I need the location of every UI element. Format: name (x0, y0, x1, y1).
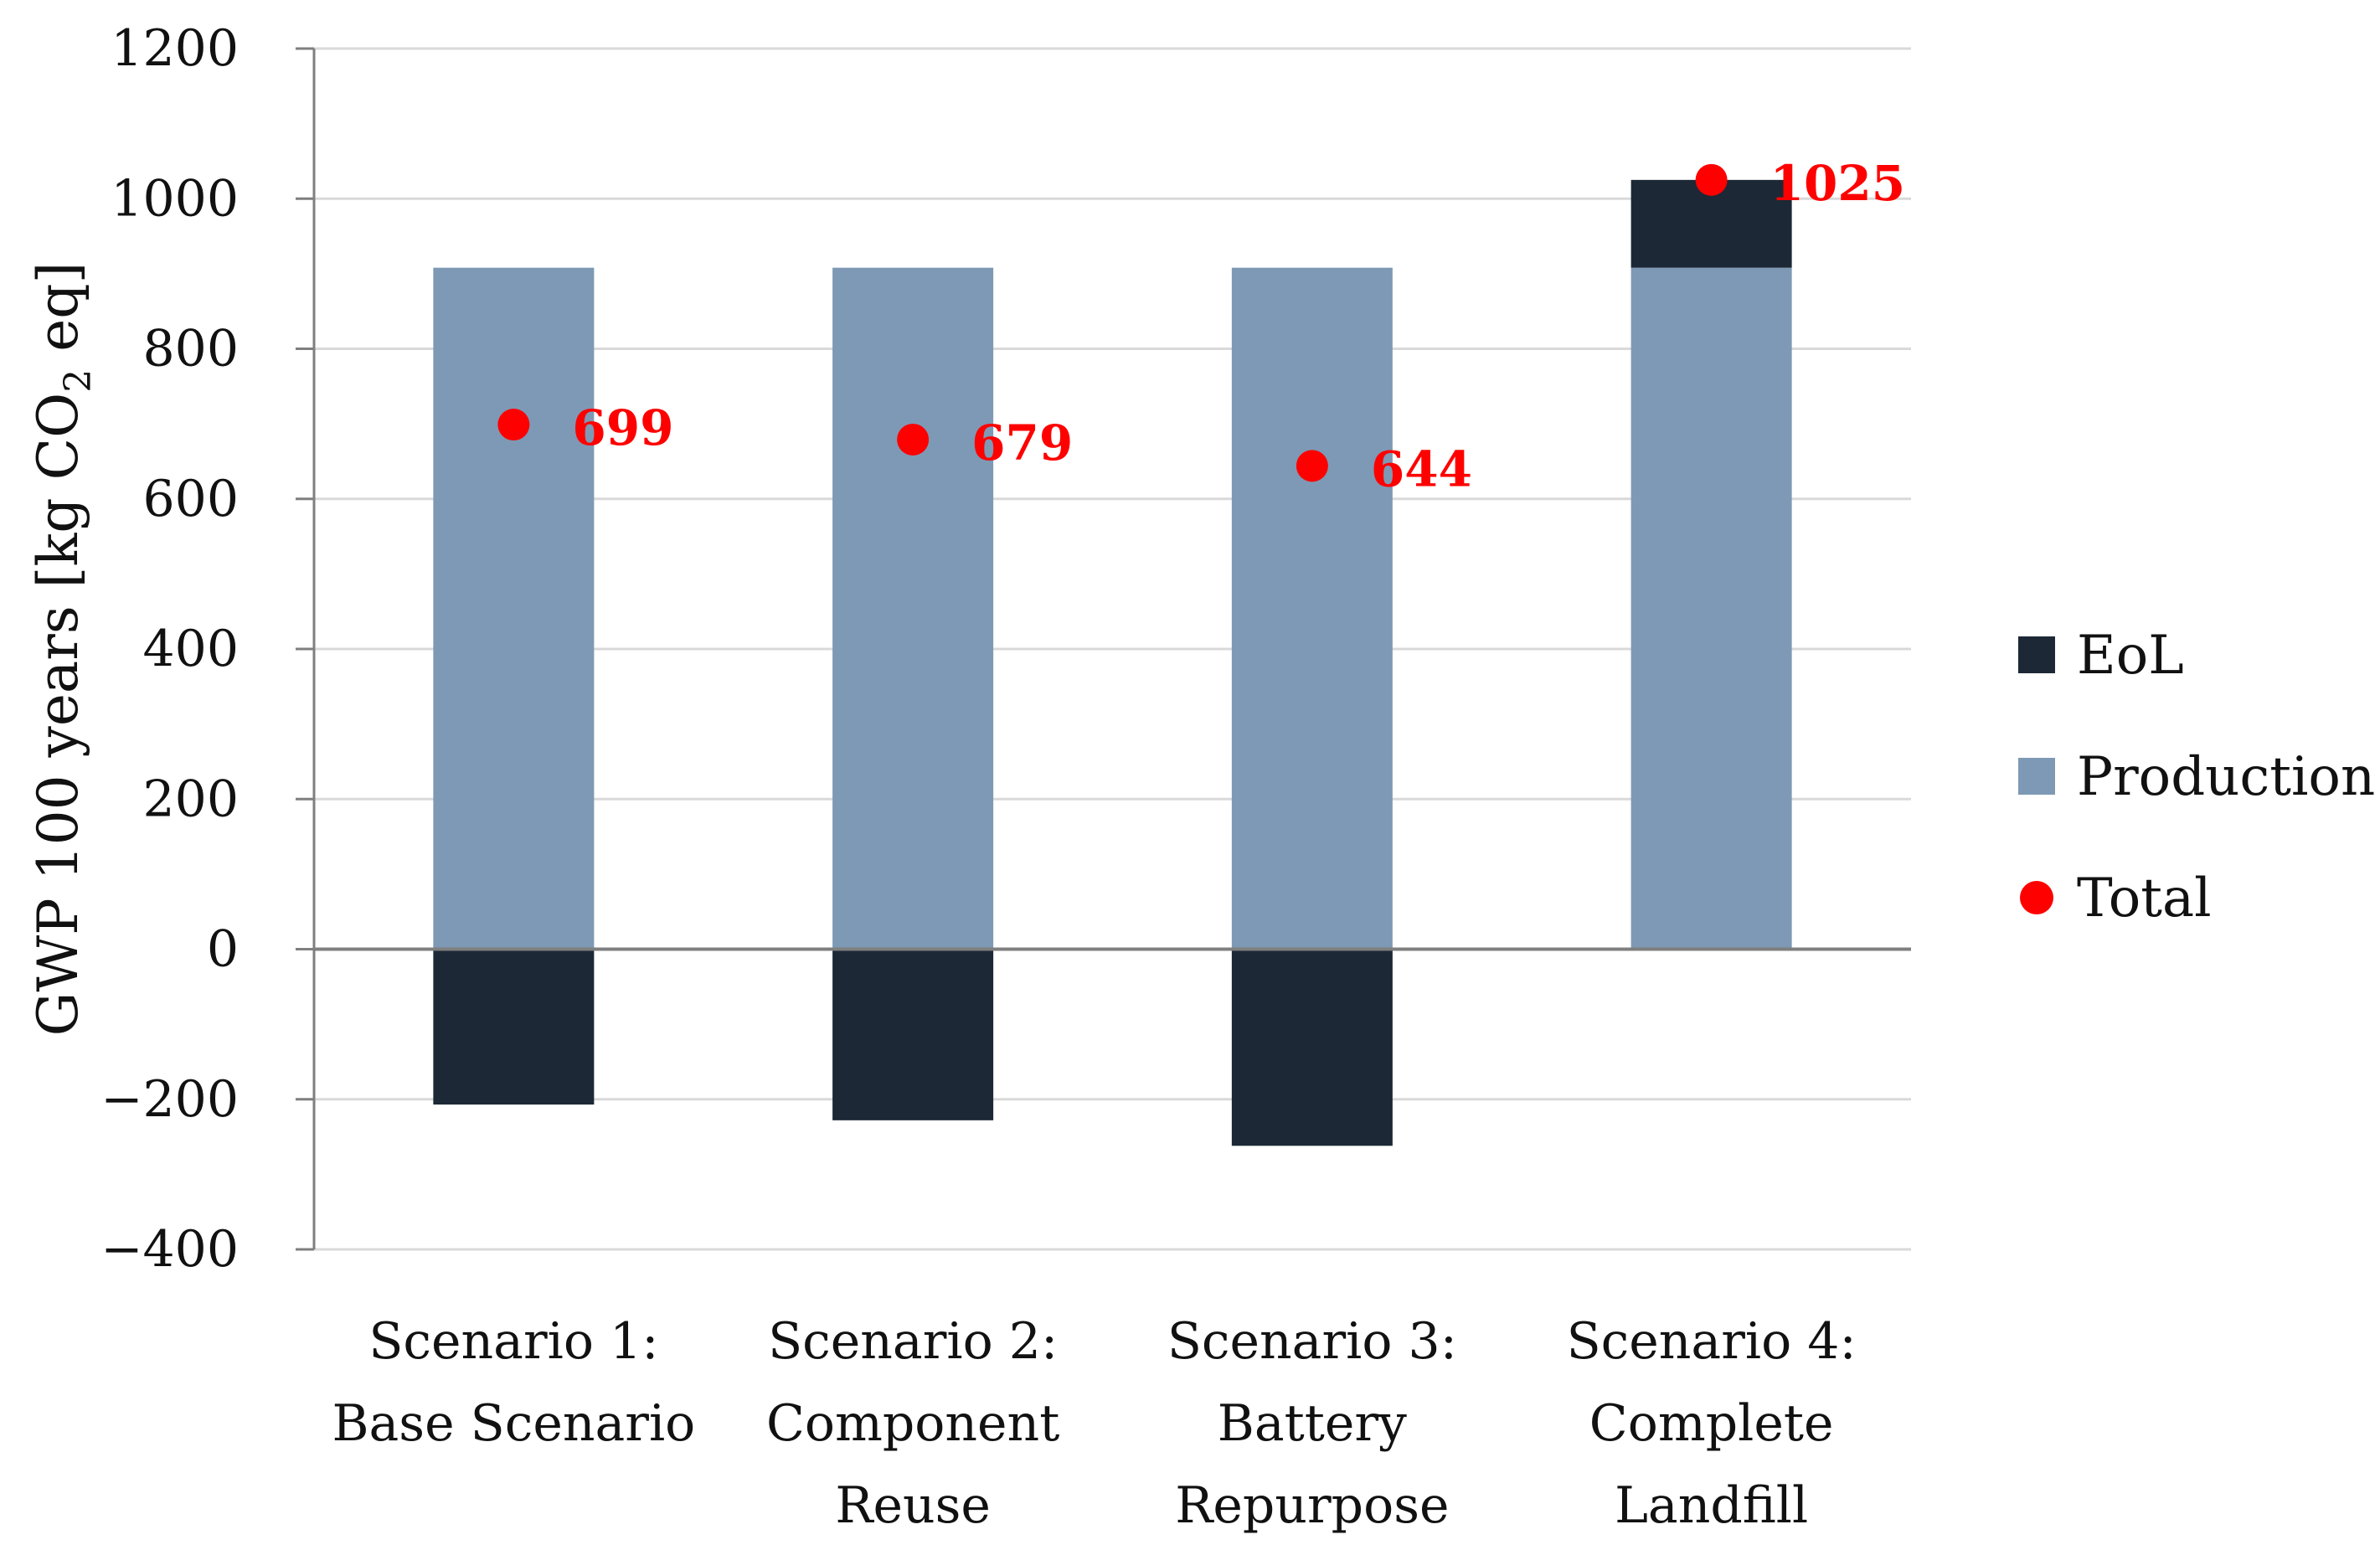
total-point-1 (497, 409, 530, 441)
y-tick-label: 1200 (111, 19, 239, 78)
bar-production-4 (1630, 267, 1792, 950)
total-point-4 (1695, 163, 1728, 196)
y-tick-label: 0 (207, 920, 239, 979)
y-tick-labels: 1200 1000 800 600 400 200 0 −200 −400 (100, 19, 239, 1279)
total-point-2 (897, 423, 930, 456)
bar-production-3 (1231, 267, 1393, 950)
legend-swatch-production (2018, 758, 2055, 795)
total-data-label-2: 679 (971, 415, 1073, 471)
total-data-label-1: 699 (572, 399, 673, 456)
bar-eol-2 (832, 949, 994, 1120)
y-tick-label: 800 (142, 320, 239, 378)
y-axis-title: GWP 100 years [kg CO2 eq] (26, 262, 100, 1037)
legend-label-production: Production (2077, 746, 2375, 808)
data-labels: 699 679 644 1025 (572, 155, 1905, 497)
total-points (497, 163, 1728, 482)
bar-production-1 (433, 267, 595, 950)
category-label-4: Scenario 4: Complete Landfill (1567, 1312, 1857, 1535)
y-tick-label: 600 (142, 470, 239, 528)
legend: EoL Production Total (2018, 625, 2375, 929)
category-label-3: Scenario 3: Battery Repurpose (1167, 1312, 1457, 1535)
category-label-1: Scenario 1: Base Scenario (332, 1312, 695, 1453)
legend-label-total: Total (2077, 868, 2212, 929)
y-tick-label: 200 (142, 770, 239, 828)
total-data-label-3: 644 (1371, 440, 1472, 497)
y-tick-label: 400 (142, 620, 239, 678)
legend-swatch-total (2020, 881, 2053, 914)
total-point-3 (1296, 450, 1328, 482)
axes (296, 47, 1911, 1251)
category-labels: Scenario 1: Base Scenario Scenario 2: Compo… (332, 1312, 1856, 1535)
y-tick-label: 1000 (111, 169, 239, 228)
legend-swatch-eol (2018, 636, 2055, 673)
y-tick-label: −400 (100, 1220, 239, 1279)
bar-eol-1 (433, 949, 595, 1105)
y-tick-label: −200 (100, 1070, 239, 1129)
axis-titles: GWP 100 years [kg CO2 eq] (26, 262, 100, 1037)
legend-label-eol: EoL (2077, 625, 2184, 687)
bar-production-2 (832, 267, 994, 950)
bars (433, 179, 1792, 1146)
bar-eol-3 (1231, 949, 1393, 1146)
total-data-label-4: 1025 (1770, 155, 1905, 212)
category-label-2: Scenario 2: Component Reuse (766, 1312, 1059, 1535)
